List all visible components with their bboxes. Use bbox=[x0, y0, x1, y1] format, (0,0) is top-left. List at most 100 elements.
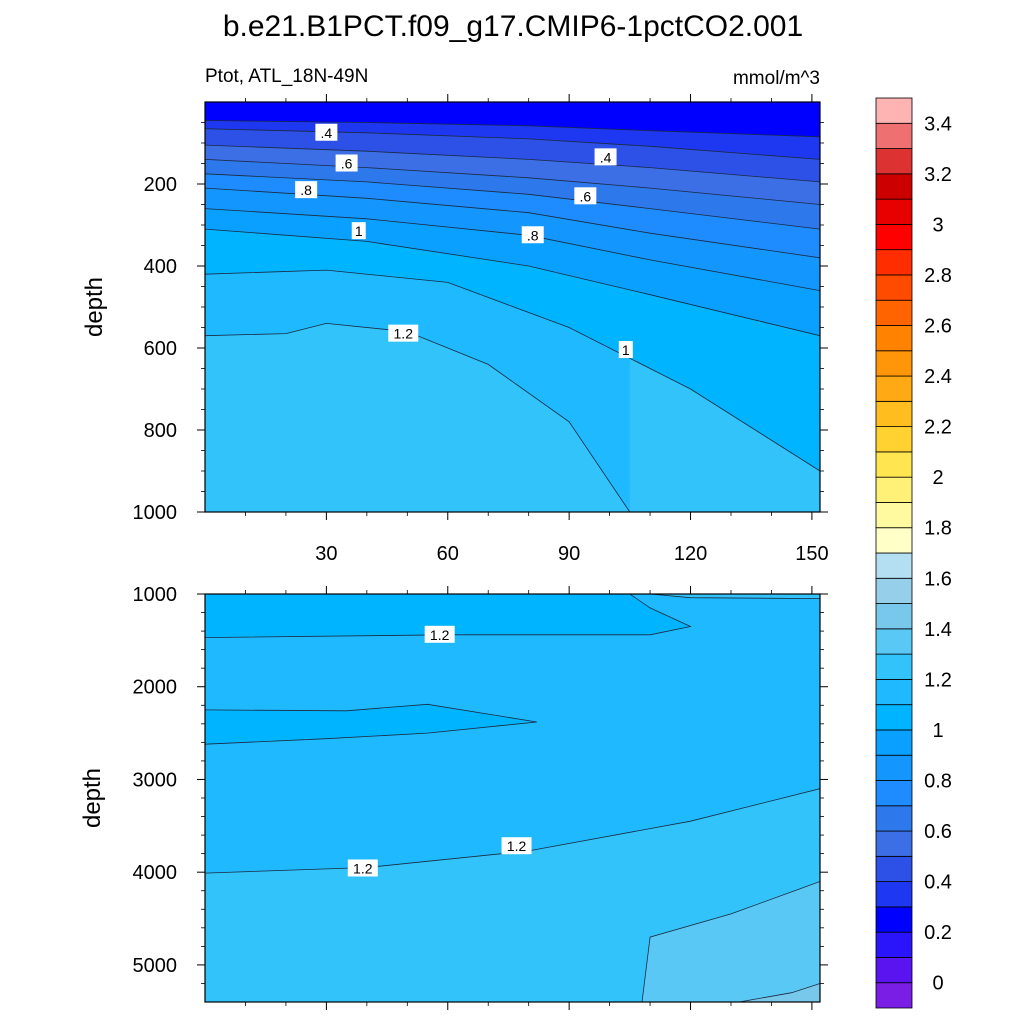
colorbar: 0 0.2 0.4 0.6 0.8 1 1.2 1.4 1.6 1.8 2 2.2 2.4 2.6 2.8 3… bbox=[875, 97, 952, 1009]
colorbar-swatch bbox=[875, 148, 913, 175]
colorbar-label: 2.8 bbox=[924, 265, 952, 287]
units-label: mmol/m^3 bbox=[733, 68, 820, 89]
contour-label: 1.2 bbox=[388, 324, 419, 342]
colorbar-label: 2.2 bbox=[924, 417, 952, 439]
contour-label: 1.2 bbox=[347, 859, 378, 877]
colorbar-label: 2.4 bbox=[924, 366, 952, 388]
colorbar-swatch bbox=[875, 881, 913, 908]
y-tick-label: 5000 bbox=[133, 955, 178, 977]
svg-text:1: 1 bbox=[622, 342, 630, 358]
chart-title: b.e21.B1PCT.f09_g17.CMIP6-1pctCO2.001 bbox=[223, 10, 803, 43]
contour-fill bbox=[642, 881, 820, 1002]
colorbar-swatch bbox=[875, 299, 913, 326]
svg-text:.6: .6 bbox=[341, 156, 353, 172]
y-tick-label: 1000 bbox=[133, 584, 178, 606]
colorbar-swatch bbox=[875, 754, 913, 781]
contour-line bbox=[650, 594, 820, 599]
variable-label: Ptot, ATL_18N-49N bbox=[205, 66, 368, 87]
colorbar-swatch bbox=[875, 982, 913, 1009]
contour-label: .8 bbox=[295, 181, 318, 199]
contour-line bbox=[205, 703, 537, 745]
colorbar-label: 0.8 bbox=[924, 771, 952, 793]
contour-line bbox=[205, 144, 820, 183]
colorbar-swatch bbox=[875, 198, 913, 225]
contour-line bbox=[205, 594, 692, 638]
colorbar-swatch bbox=[875, 577, 913, 604]
colorbar-swatch bbox=[875, 400, 913, 428]
colorbar-swatch bbox=[875, 552, 913, 579]
contour-label: .8 bbox=[521, 226, 544, 244]
x-tick-label: 60 bbox=[437, 543, 459, 565]
svg-text:.8: .8 bbox=[527, 227, 539, 243]
svg-text:1.2: 1.2 bbox=[394, 326, 414, 342]
y-tick-label: 3000 bbox=[133, 769, 178, 791]
colorbar-swatch bbox=[875, 628, 913, 655]
colorbar-label: 1.4 bbox=[924, 619, 952, 641]
x-tick-label: 90 bbox=[558, 543, 580, 565]
colorbar-swatch bbox=[875, 957, 913, 984]
contour-fill bbox=[205, 704, 537, 745]
svg-text:.6: .6 bbox=[579, 188, 591, 204]
colorbar-swatch bbox=[875, 527, 913, 554]
colorbar-swatch bbox=[875, 274, 913, 301]
y-tick-label: 1000 bbox=[133, 502, 178, 524]
colorbar-swatch bbox=[875, 653, 913, 680]
contour-fill bbox=[205, 594, 691, 638]
contour-label: 1.2 bbox=[501, 837, 532, 855]
colorbar-swatch bbox=[875, 426, 913, 453]
colorbar-swatch bbox=[875, 678, 913, 706]
colorbar-swatch bbox=[875, 375, 913, 402]
colorbar-swatch bbox=[875, 502, 913, 529]
colorbar-label: 1.2 bbox=[924, 669, 952, 691]
lower-panel: 1000 2000 3000 4000 5000 1.2 1.2 1.2 bbox=[133, 584, 828, 1010]
colorbar-label: 1.6 bbox=[924, 568, 952, 590]
colorbar-label: 1 bbox=[932, 720, 943, 742]
colorbar-swatch bbox=[875, 325, 913, 352]
upper-ylabel: depth bbox=[81, 277, 108, 337]
colorbar-label: 3.4 bbox=[924, 113, 952, 135]
contour-line bbox=[205, 269, 820, 472]
contour-line bbox=[641, 881, 820, 1002]
y-tick-label: 200 bbox=[144, 174, 177, 196]
colorbar-label: 2 bbox=[932, 467, 943, 489]
colorbar-swatch bbox=[875, 350, 913, 377]
contour-line bbox=[739, 983, 820, 1002]
contour-label: .6 bbox=[335, 154, 358, 172]
y-tick-label: 800 bbox=[144, 420, 177, 442]
y-tick-label: 4000 bbox=[133, 862, 178, 884]
contour-label: .4 bbox=[315, 123, 338, 141]
contour-label: 1 bbox=[618, 341, 633, 359]
svg-text:1: 1 bbox=[355, 223, 363, 239]
colorbar-swatch bbox=[875, 476, 913, 503]
colorbar-swatch bbox=[875, 855, 913, 883]
colorbar-swatch bbox=[875, 122, 913, 149]
colorbar-swatch bbox=[875, 830, 913, 857]
colorbar-swatch bbox=[875, 805, 913, 832]
y-tick-label: 400 bbox=[144, 256, 177, 278]
colorbar-label: 0.4 bbox=[924, 872, 952, 894]
colorbar-label: 0 bbox=[932, 973, 943, 995]
colorbar-swatch bbox=[875, 780, 913, 807]
contour-line bbox=[205, 173, 820, 230]
x-tick-label: 150 bbox=[795, 543, 828, 565]
contour-fill bbox=[739, 983, 820, 1002]
contour-label: 1.2 bbox=[424, 625, 455, 643]
contour-label: .4 bbox=[594, 148, 617, 166]
colorbar-swatch bbox=[875, 97, 913, 124]
upper-panel: 30 60 90 120 150 200 400 600 800 1000 .4 .4 .6 .6 .8 .8… bbox=[133, 94, 829, 565]
colorbar-swatch bbox=[875, 931, 913, 958]
colorbar-label: 1.8 bbox=[924, 518, 952, 540]
colorbar-swatch bbox=[875, 173, 913, 200]
contour-label: .6 bbox=[574, 187, 597, 205]
svg-text:.4: .4 bbox=[600, 149, 612, 165]
contour-line bbox=[205, 128, 820, 160]
colorbar-label: 3.2 bbox=[924, 164, 952, 186]
colorbar-label: 3 bbox=[932, 214, 943, 236]
colorbar-swatch bbox=[875, 603, 913, 630]
colorbar-swatch bbox=[875, 704, 913, 731]
y-tick-label: 2000 bbox=[133, 677, 178, 699]
contour-line bbox=[205, 228, 820, 337]
x-tick-label: 30 bbox=[315, 543, 337, 565]
y-tick-label: 600 bbox=[144, 338, 177, 360]
